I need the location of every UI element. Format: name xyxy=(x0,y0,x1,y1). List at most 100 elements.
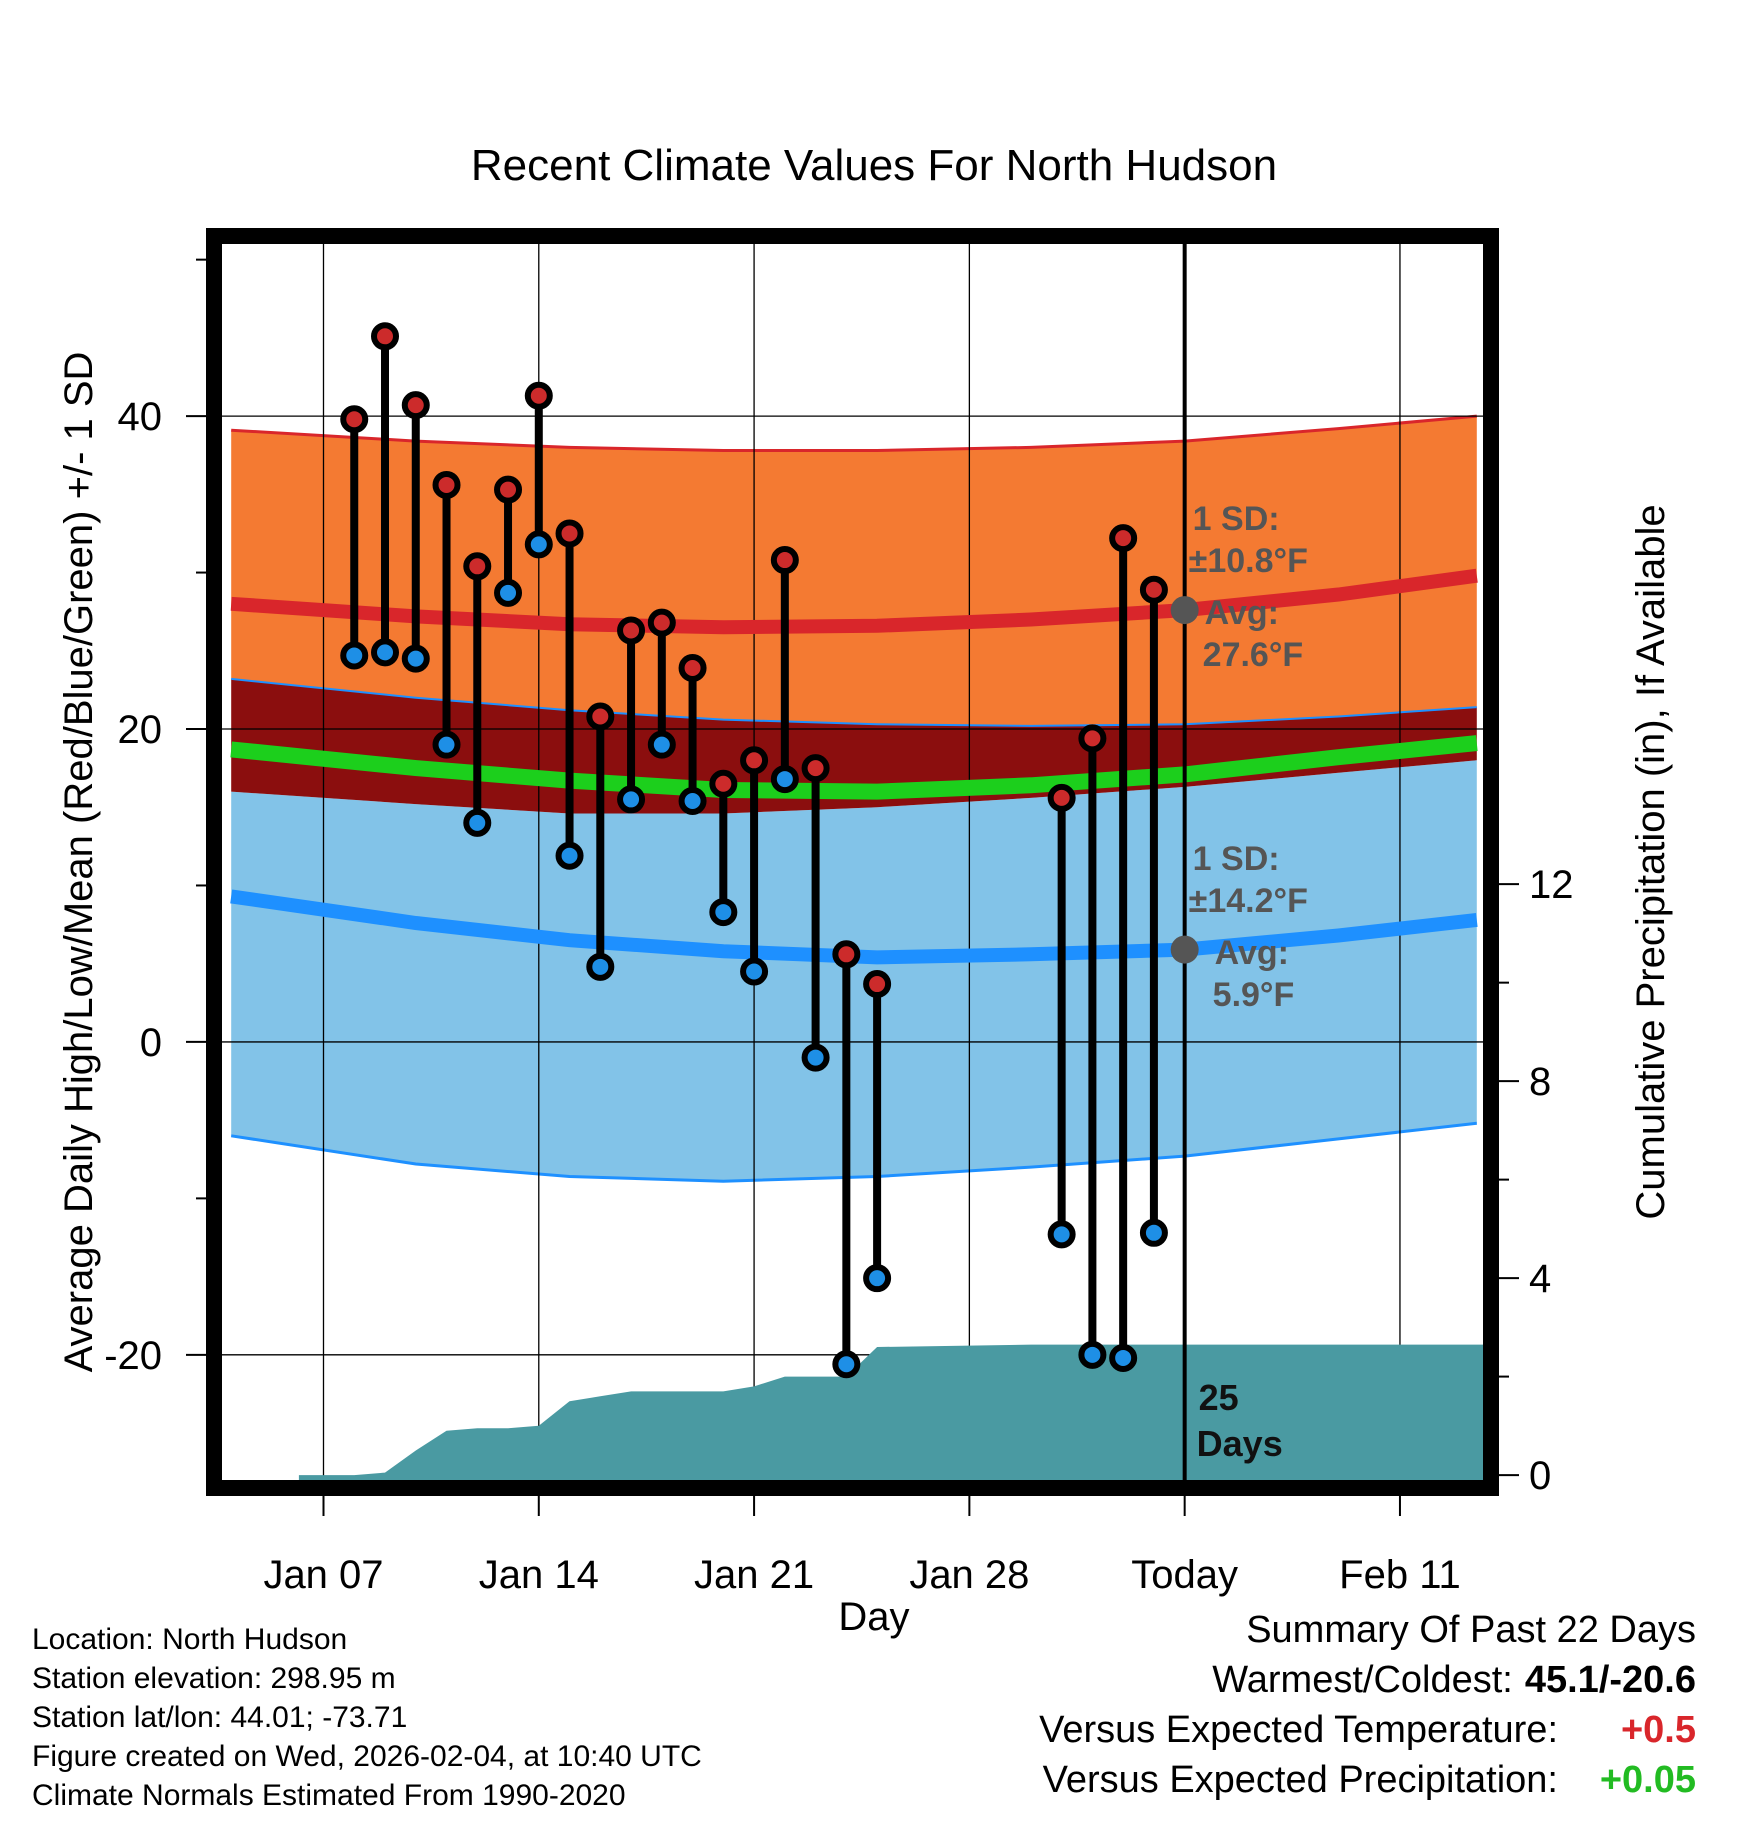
temp-label: Versus Expected Temperature: xyxy=(1039,1709,1558,1751)
high-avg-line xyxy=(230,568,1478,635)
created-text: Figure created on Wed, 2026-02-04, at 10… xyxy=(32,1740,702,1773)
obs-high-point-9 xyxy=(617,616,646,645)
plot-border xyxy=(206,228,1499,1496)
y2-axis-label: Cumulative Precipitation (in), If Availa… xyxy=(1629,504,1673,1219)
obs-low-point-9 xyxy=(617,785,646,814)
obs-low-point-17 xyxy=(863,1264,892,1293)
y-tick-label-0: 0 xyxy=(140,1021,162,1065)
obs-low-point-14 xyxy=(770,765,799,794)
plot-frame xyxy=(206,228,1499,1496)
precipitation-area xyxy=(298,244,1483,1480)
high-sd-value: ±10.8°F xyxy=(1189,542,1308,580)
obs-low-point-12 xyxy=(709,898,738,927)
annotations: 1 SD: ±10.8°F Avg: 27.6°F 1 SD: ±14.2°F Avg: 5.… xyxy=(1170,500,1308,1464)
obs-high-point-5 xyxy=(494,475,523,504)
obs-low-point-16 xyxy=(832,1350,861,1379)
obs-high-point-13 xyxy=(740,746,769,775)
obs-high-point-10 xyxy=(647,608,676,637)
low-sd-band xyxy=(231,760,1477,1182)
obs-low-point-3 xyxy=(432,730,461,759)
low-avg-line xyxy=(230,889,1478,965)
obs-low-point-7 xyxy=(555,841,584,870)
y-tick-label--20: -20 xyxy=(104,1334,162,1378)
precip-value: +0.05 xyxy=(1599,1759,1696,1801)
obs-low-point-6 xyxy=(524,530,553,559)
elevation-text: Station elevation: 298.95 m xyxy=(32,1662,396,1695)
obs-high-point-16 xyxy=(832,940,861,969)
obs-low-point-15 xyxy=(801,1043,830,1072)
obs-high-point-20 xyxy=(1109,524,1138,553)
high-avg-marker xyxy=(1170,596,1199,625)
x-tick-label-42: Feb 11 xyxy=(1339,1553,1461,1597)
high-sd-label: 1 SD: xyxy=(1193,500,1280,538)
y-tick-label-40: 40 xyxy=(118,395,163,439)
summary-title: Summary Of Past 22 Days xyxy=(1246,1609,1696,1651)
low-avg-marker xyxy=(1170,935,1199,964)
x-tick-label-28: Jan 28 xyxy=(909,1553,1029,1597)
obs-low-point-21 xyxy=(1139,1218,1168,1247)
days-number: 25 xyxy=(1199,1377,1239,1418)
precip-label: Versus Expected Precipitation: xyxy=(1042,1759,1558,1801)
summary-precip: Versus Expected Precipitation: +0.05 xyxy=(796,1755,1696,1805)
x-tick-label-7: Jan 07 xyxy=(263,1553,383,1597)
obs-low-point-10 xyxy=(647,730,676,759)
obs-high-point-2 xyxy=(401,391,430,420)
station-info: Location: North Hudson Station elevation… xyxy=(32,1620,702,1815)
high-avg-value: 27.6°F xyxy=(1203,636,1304,674)
x-tick-label-21: Jan 21 xyxy=(694,1553,814,1597)
y2-tick-label-8: 8 xyxy=(1529,1060,1551,1104)
obs-high-point-19 xyxy=(1078,724,1107,753)
y-tick-label-20: 20 xyxy=(118,708,163,752)
obs-high-point-12 xyxy=(709,769,738,798)
low-sd-value: ±14.2°F xyxy=(1189,882,1308,920)
obs-low-point-11 xyxy=(678,786,707,815)
extremes-value: 45.1/-20.6 xyxy=(1524,1659,1696,1701)
summary-temp: Versus Expected Temperature: +0.5 xyxy=(796,1705,1696,1755)
high-lower-edge xyxy=(231,677,1477,727)
obs-high-point-6 xyxy=(524,381,553,410)
high-upper-edge xyxy=(231,414,1477,452)
obs-high-point-18 xyxy=(1047,783,1076,812)
obs-low-point-0 xyxy=(340,641,369,670)
precip-area xyxy=(298,1344,1483,1480)
x-tick-label-14: Jan 14 xyxy=(479,1553,599,1597)
y2-tick-label-4: 4 xyxy=(1529,1257,1551,1301)
normals-text: Climate Normals Estimated From 1990-2020 xyxy=(32,1779,626,1812)
obs-low-point-20 xyxy=(1109,1343,1138,1372)
temp-value: +0.5 xyxy=(1620,1709,1696,1751)
obs-low-point-4 xyxy=(463,808,492,837)
latlon-text: Station lat/lon: 44.01; -73.71 xyxy=(32,1701,408,1734)
normal-lines xyxy=(230,568,1478,965)
low-avg-value: 5.9°F xyxy=(1213,976,1295,1014)
x-axis-label: Day xyxy=(838,1595,909,1639)
obs-high-point-1 xyxy=(371,322,400,351)
obs-low-point-1 xyxy=(371,638,400,667)
obs-high-point-14 xyxy=(770,546,799,575)
summary-panel: Summary Of Past 22 Days Warmest/Coldest:… xyxy=(796,1605,1696,1805)
obs-high-point-15 xyxy=(801,754,830,783)
obs-low-point-18 xyxy=(1047,1220,1076,1249)
obs-low-point-5 xyxy=(494,578,523,607)
high-avg-label: Avg: xyxy=(1205,594,1279,632)
extremes-label: Warmest/Coldest: xyxy=(1212,1659,1513,1701)
obs-high-point-7 xyxy=(555,519,584,548)
x-tick-label-35: Today xyxy=(1131,1553,1238,1597)
obs-high-point-0 xyxy=(340,405,369,434)
days-word: Days xyxy=(1197,1423,1283,1464)
summary-extremes: Warmest/Coldest: 45.1/-20.6 xyxy=(796,1655,1696,1705)
obs-high-point-17 xyxy=(863,970,892,999)
chart-title: Recent Climate Values For North Hudson xyxy=(471,141,1277,190)
obs-high-point-11 xyxy=(678,653,707,682)
mean-avg-line xyxy=(230,735,1478,800)
obs-high-point-21 xyxy=(1139,575,1168,604)
obs-low-point-13 xyxy=(740,957,769,986)
location-text: Location: North Hudson xyxy=(32,1623,348,1656)
low-avg-label: Avg: xyxy=(1215,934,1289,972)
obs-high-point-3 xyxy=(432,470,461,499)
obs-low-point-8 xyxy=(586,952,615,981)
y2-tick-label-12: 12 xyxy=(1529,863,1574,907)
y-axis-label: Average Daily High/Low/Mean (Red/Blue/Gr… xyxy=(57,352,101,1373)
y2-tick-label-0: 0 xyxy=(1529,1454,1551,1498)
